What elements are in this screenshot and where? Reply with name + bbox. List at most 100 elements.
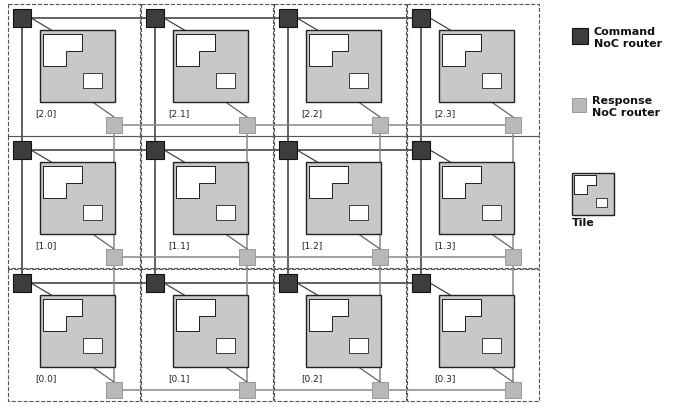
Bar [8, 4, 140, 136]
Text: [0.1]: [0.1] [168, 374, 189, 383]
Bar [176, 183, 199, 198]
Text: [2.1]: [2.1] [168, 109, 189, 118]
Polygon shape [442, 299, 481, 331]
Polygon shape [176, 166, 215, 198]
Bar [216, 73, 236, 88]
Bar [407, 4, 539, 136]
Bar [43, 317, 66, 331]
Bar [216, 205, 236, 220]
Bar [173, 162, 248, 234]
Bar [239, 382, 255, 398]
Bar [176, 52, 199, 66]
Text: NoC router: NoC router [592, 108, 660, 118]
Text: [2.0]: [2.0] [35, 109, 56, 118]
Bar [412, 9, 430, 27]
Bar [274, 4, 406, 136]
Bar [43, 166, 82, 183]
Polygon shape [442, 166, 481, 198]
Polygon shape [309, 34, 348, 66]
Text: [2.3]: [2.3] [434, 109, 455, 118]
Polygon shape [43, 34, 82, 66]
Bar [309, 34, 348, 52]
Bar [482, 205, 501, 220]
Bar [306, 162, 381, 234]
Bar [176, 166, 215, 183]
Bar [439, 30, 514, 102]
Polygon shape [574, 175, 596, 194]
Bar [574, 175, 596, 186]
Text: [1.2]: [1.2] [301, 241, 322, 250]
Bar [309, 299, 348, 317]
Bar [407, 269, 539, 401]
Bar [372, 382, 388, 398]
Bar [442, 183, 466, 198]
Bar [442, 34, 481, 52]
Bar [176, 317, 199, 331]
Bar [8, 269, 140, 401]
Bar [572, 98, 586, 112]
Bar [176, 299, 215, 317]
Text: [1.3]: [1.3] [434, 241, 455, 250]
Polygon shape [43, 299, 82, 331]
Bar [505, 249, 521, 265]
Bar [306, 295, 381, 367]
Text: [1.1]: [1.1] [168, 241, 189, 250]
Bar [442, 166, 481, 183]
Bar [146, 274, 164, 292]
Bar [412, 274, 430, 292]
Polygon shape [442, 34, 481, 66]
Polygon shape [309, 299, 348, 331]
Bar [372, 249, 388, 265]
Text: Command: Command [594, 27, 656, 37]
Bar [482, 73, 501, 88]
Bar [82, 338, 102, 353]
Text: Tile: Tile [572, 218, 595, 228]
Bar [442, 299, 481, 317]
Bar [349, 73, 368, 88]
Bar [106, 117, 122, 133]
Bar [146, 141, 164, 159]
Polygon shape [309, 166, 348, 198]
Bar [439, 295, 514, 367]
Bar [43, 34, 82, 52]
Bar [412, 141, 430, 159]
Bar [279, 141, 297, 159]
Bar [274, 136, 406, 268]
Bar [349, 205, 368, 220]
Bar [439, 162, 514, 234]
Text: [0.0]: [0.0] [35, 374, 57, 383]
Bar [505, 117, 521, 133]
Bar [8, 136, 140, 268]
Bar [141, 136, 273, 268]
Bar [407, 136, 539, 268]
Text: [2.2]: [2.2] [301, 109, 322, 118]
Bar [309, 166, 348, 183]
Bar [216, 338, 236, 353]
Bar [572, 173, 614, 215]
Polygon shape [176, 299, 215, 331]
Bar [43, 52, 66, 66]
Bar [141, 4, 273, 136]
Bar [572, 28, 588, 44]
Bar [40, 162, 115, 234]
Bar [82, 205, 102, 220]
Bar [106, 382, 122, 398]
Bar [442, 52, 466, 66]
Bar [442, 317, 466, 331]
Polygon shape [176, 34, 215, 66]
Bar [482, 338, 501, 353]
Bar [43, 183, 66, 198]
Bar [574, 186, 586, 194]
Bar [505, 382, 521, 398]
Bar [40, 295, 115, 367]
Bar [43, 299, 82, 317]
Bar [141, 269, 273, 401]
Bar [274, 269, 406, 401]
Bar [173, 30, 248, 102]
Bar [306, 30, 381, 102]
Text: Response: Response [592, 96, 652, 106]
Bar [309, 317, 333, 331]
Bar [82, 73, 102, 88]
Bar [106, 249, 122, 265]
Text: NoC router: NoC router [594, 39, 662, 49]
